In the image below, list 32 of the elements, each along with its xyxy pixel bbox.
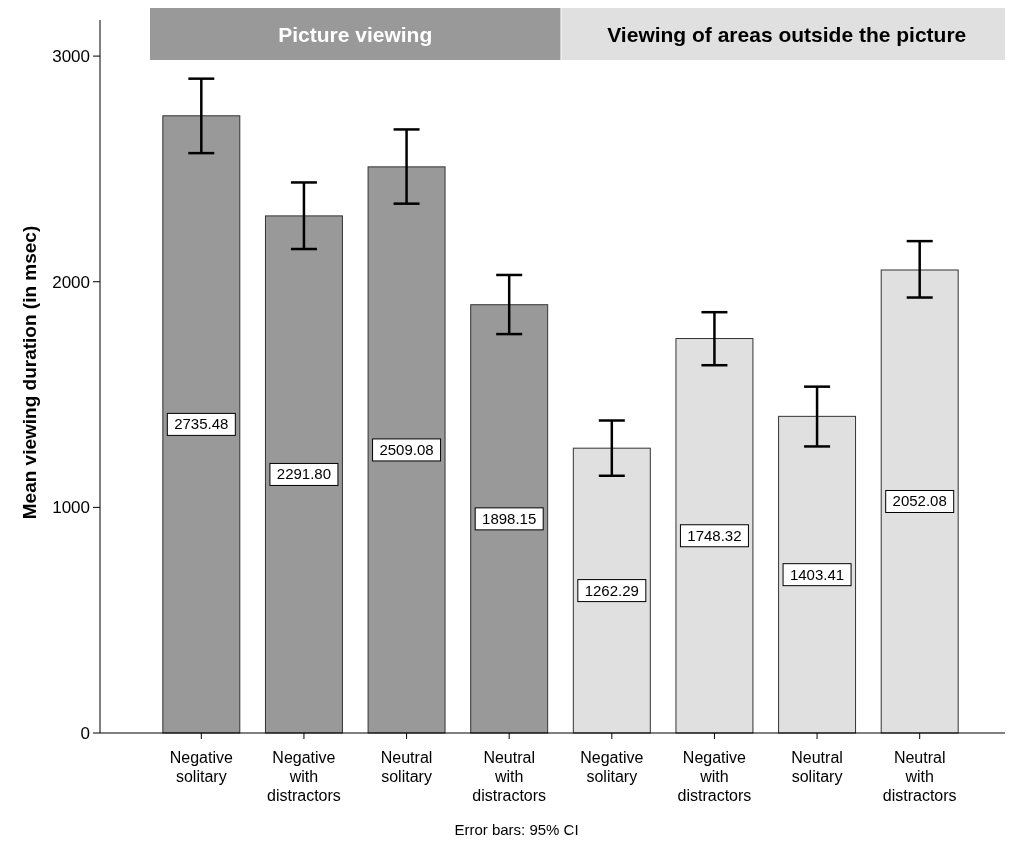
bar [880, 269, 959, 734]
x-tick-label: Negative solitary [580, 749, 644, 785]
bar [778, 415, 857, 734]
text: Viewing of areas outside the picture [607, 23, 967, 46]
bar [162, 115, 241, 734]
bar [572, 447, 651, 734]
bar [675, 338, 754, 734]
data-label: 2291.80 [276, 465, 332, 483]
x-tick-label: Neutral with distractors [472, 749, 547, 804]
data-label: 1898.15 [482, 509, 537, 527]
data-label: 1262.29 [584, 581, 639, 599]
x-tick-label: Neutral solitary [380, 749, 433, 785]
x-tick-label: Neutral with distractors [882, 749, 957, 804]
y-axis-title: Mean viewing duration (in msec) [19, 225, 40, 520]
y-tick-label: 3000 [52, 47, 90, 67]
bar [264, 215, 343, 734]
y-tick-label: 0 [80, 724, 90, 743]
data-label: 2509.08 [379, 440, 434, 458]
text: Error bars: 95% CI [454, 821, 579, 838]
bar [470, 304, 549, 734]
x-tick-label: Negative with distractors [267, 749, 341, 804]
data-label: 2735.48 [174, 415, 229, 433]
bar [367, 166, 446, 734]
data-label: 2052.08 [892, 492, 947, 510]
y-tick-label: 1000 [52, 498, 90, 518]
data-label: 1403.41 [789, 565, 845, 583]
data-label: 1748.32 [687, 526, 742, 544]
x-tick-label: Negative with distractors [677, 749, 752, 804]
x-tick-label: Negative solitary [169, 749, 233, 785]
x-tick-label: Neutral solitary [791, 749, 843, 785]
text: Picture viewing [278, 23, 433, 46]
y-tick-label: 2000 [52, 272, 90, 292]
